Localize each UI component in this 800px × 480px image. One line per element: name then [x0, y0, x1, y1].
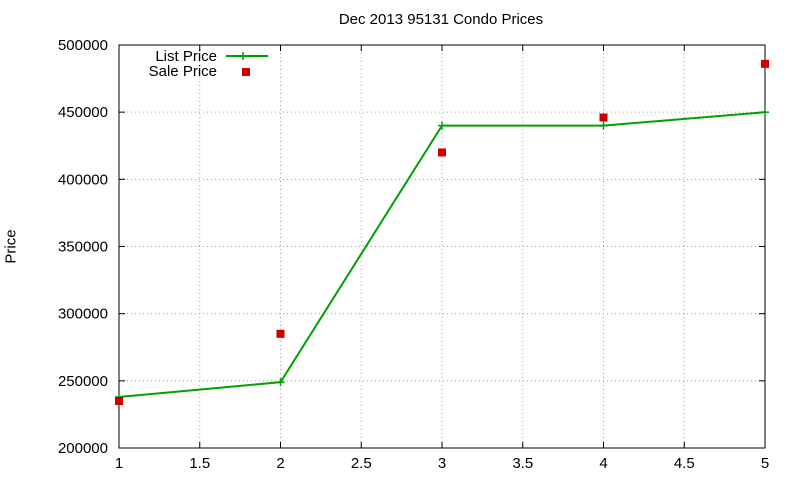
- y-tick-labels: 200000 250000 300000 350000 400000 450000 5000…: [58, 37, 108, 457]
- x-tick-label: 4.5: [674, 455, 695, 472]
- y-tick-label: 300000: [58, 306, 108, 323]
- list-price-point: [599, 121, 608, 130]
- y-tick-label: 400000: [58, 171, 108, 188]
- legend-label-sale-price: Sale Price: [149, 63, 217, 80]
- x-tick-label: 3: [438, 455, 446, 472]
- x-tick-label: 2: [276, 455, 284, 472]
- sale-price-point: [761, 59, 769, 68]
- list-price-point: [438, 121, 446, 130]
- x-tick-label: 2.5: [351, 455, 372, 472]
- x-tick-label: 1: [115, 455, 123, 472]
- y-tick-label: 200000: [58, 440, 108, 457]
- sale-price-point: [438, 148, 446, 157]
- y-tick-label: 500000: [58, 37, 108, 54]
- x-tick-label: 5: [761, 455, 769, 472]
- axis-ticks: [118, 44, 766, 449]
- y-tick-label: 450000: [58, 104, 108, 121]
- legend-swatch-sale-price: [242, 68, 250, 76]
- y-tick-label: 350000: [58, 239, 108, 256]
- y-tick-label: 250000: [58, 373, 108, 390]
- sale-price-point: [276, 329, 285, 338]
- x-tick-labels: 1 1.5 2 2.5 3 3.5 4 4.5 5: [115, 455, 769, 472]
- series-layer: [115, 59, 769, 405]
- x-tick-label: 3.5: [512, 455, 533, 472]
- x-tick-label: 1.5: [189, 455, 210, 472]
- list-price-point: [761, 108, 769, 117]
- list-price-point: [276, 378, 285, 387]
- chart-title: Dec 2013 95131 Condo Prices: [338, 11, 544, 28]
- sale-price-point: [115, 396, 123, 405]
- sale-price-point: [599, 113, 608, 122]
- x-tick-label: 4: [599, 455, 607, 472]
- legend-label-list-price: List Price: [155, 48, 217, 65]
